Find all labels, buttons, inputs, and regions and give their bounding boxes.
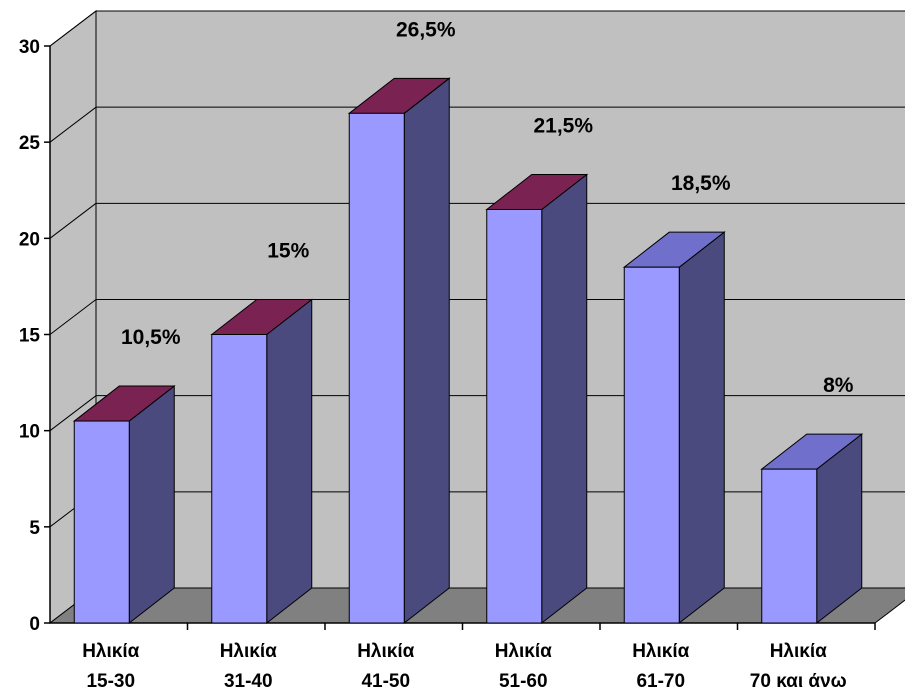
y-tick-label: 0	[29, 614, 40, 635]
bar	[211, 334, 268, 624]
bar-side	[266, 298, 313, 625]
y-tick-label: 15	[19, 326, 41, 347]
data-label: 15%	[267, 240, 309, 263]
gridline-side	[49, 299, 97, 335]
y-tick-label: 25	[19, 133, 41, 154]
data-label: 26,5%	[396, 18, 456, 41]
x-tick-label: 15-30	[86, 671, 135, 692]
bar	[348, 112, 405, 624]
data-label: 18,5%	[671, 172, 731, 195]
x-tick-labels: Ηλικία 15-30 Ηλικία 31-40 Ηλικία 41-50 Ηλικία 5…	[82, 641, 847, 692]
x-tick-label: Ηλικία	[495, 641, 552, 662]
bar	[761, 468, 818, 624]
x-tick-label: 51-60	[499, 671, 548, 692]
data-label: 10,5%	[121, 326, 181, 349]
data-label: 8%	[823, 374, 854, 397]
y-tick-labels: 0 5 10 15 20 25 30	[19, 37, 41, 635]
y-tick-label: 30	[19, 37, 40, 58]
x-tick-label: 41-50	[361, 671, 410, 692]
x-tick-label: Ηλικία	[357, 641, 414, 662]
data-labels: 10,5% 15% 26,5% 21,5% 18,5% 8%	[121, 18, 854, 397]
bar-side	[678, 231, 725, 625]
x-tick-label: 61-70	[636, 671, 685, 692]
gridline-side	[49, 395, 97, 432]
bar-side	[403, 77, 450, 625]
y-tick-label: 10	[19, 422, 40, 443]
bar	[73, 420, 130, 624]
y-tick-label: 5	[29, 518, 40, 539]
x-tick-label: 70 και άνω	[750, 671, 847, 692]
x-tick-label: Ηλικία	[82, 641, 139, 662]
bars	[72, 77, 864, 625]
gridline-side	[49, 202, 97, 239]
x-tick-label: 31-40	[224, 671, 273, 692]
x-tick-label: Ηλικία	[632, 641, 689, 662]
x-tick-label: Ηλικία	[220, 641, 277, 662]
bar-side	[128, 385, 175, 625]
bar	[486, 208, 543, 624]
data-label: 21,5%	[533, 114, 593, 137]
bar	[623, 266, 680, 624]
axes	[44, 45, 876, 630]
bar-side	[541, 173, 588, 625]
gridline-side	[49, 106, 97, 143]
gridline-side	[49, 10, 97, 47]
x-tick-label: Ηλικία	[770, 641, 827, 662]
y-tick-label: 20	[19, 229, 40, 250]
